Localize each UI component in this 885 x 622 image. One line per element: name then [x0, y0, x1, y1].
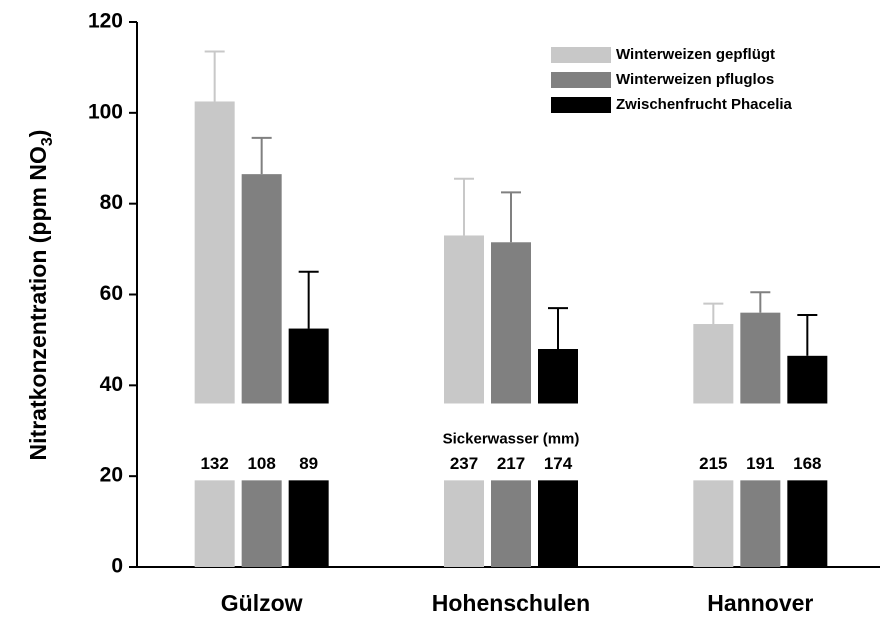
x-tick-label: Gülzow	[221, 590, 303, 616]
bar-base	[491, 480, 531, 567]
bar	[241, 174, 282, 404]
sickerwasser-label: 174	[544, 454, 573, 473]
sickerwasser-label: 217	[497, 454, 525, 473]
bar	[538, 349, 578, 404]
sickerwasser-label: 168	[793, 454, 821, 473]
bar	[693, 324, 734, 404]
sickerwasser-label: 237	[450, 454, 478, 473]
sickerwasser-label: 89	[299, 454, 318, 473]
y-axis-label-end: )	[25, 130, 51, 138]
y-tick-label: 60	[100, 282, 123, 305]
sickerwasser-title: Sickerwasser (mm)	[443, 430, 580, 447]
legend-label: Winterweizen pfluglos	[616, 71, 774, 88]
x-tick-label: Hohenschulen	[432, 590, 590, 616]
x-tick-label: Hannover	[707, 590, 813, 616]
bar	[444, 235, 484, 404]
legend-swatch	[551, 47, 611, 63]
y-tick-label: 80	[100, 191, 123, 214]
bar	[288, 328, 329, 404]
sickerwasser-label: 191	[746, 454, 774, 473]
y-axis-label-sub: 3	[39, 137, 56, 146]
bar-base	[787, 480, 828, 567]
y-tick-label: 40	[100, 373, 123, 396]
y-tick-label: 100	[88, 100, 123, 123]
y-tick-label: 20	[100, 464, 123, 487]
bar	[194, 101, 235, 404]
bar	[740, 312, 781, 404]
sickerwasser-label: 108	[247, 454, 275, 473]
y-axis-label-text: Nitratkonzentration (ppm NO	[25, 146, 51, 460]
legend-label: Zwischenfrucht Phacelia	[616, 96, 793, 113]
bar-base	[538, 480, 578, 567]
legend-swatch	[551, 97, 611, 113]
bar	[491, 242, 531, 404]
sickerwasser-label: 215	[699, 454, 727, 473]
bar	[787, 355, 828, 404]
bar-base	[444, 480, 484, 567]
y-axis-label: Nitratkonzentration (ppm NO3)	[25, 130, 56, 461]
sickerwasser-label: 132	[200, 454, 228, 473]
bar-base	[288, 480, 329, 567]
bar-base	[241, 480, 282, 567]
legend-swatch	[551, 72, 611, 88]
legend-label: Winterweizen gepflügt	[616, 46, 775, 63]
bar-base	[194, 480, 235, 567]
bar-base	[740, 480, 781, 567]
y-tick-label: 120	[88, 10, 123, 33]
y-tick-label: 0	[111, 555, 123, 578]
bar-base	[693, 480, 734, 567]
